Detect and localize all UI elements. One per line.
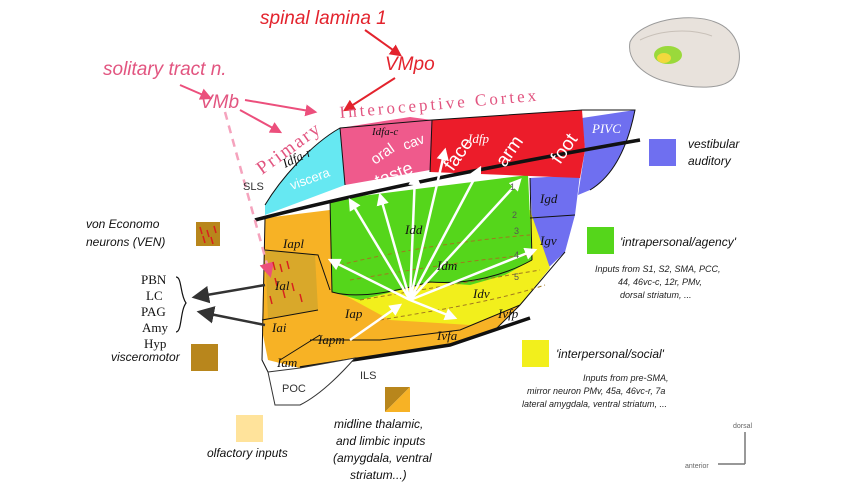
pivc-label: PIVC xyxy=(591,121,621,136)
ven-label: neurons (VEN) xyxy=(86,235,165,249)
midline-label-4: striatum...) xyxy=(350,468,407,482)
idv-label: Idv xyxy=(472,286,490,301)
ivfa-label: Ivfa xyxy=(436,328,458,343)
iapm-label: Iapm xyxy=(317,332,345,347)
intrapersonal-label: 'intrapersonal/agency' xyxy=(620,235,737,249)
interpersonal-swatch xyxy=(522,340,549,367)
idm-label: Idm xyxy=(436,258,457,273)
ial-label: Ial xyxy=(274,278,290,293)
sls-label: SLS xyxy=(243,181,264,193)
igd-label: Igd xyxy=(539,191,558,206)
arrow-vmb-ven xyxy=(223,111,275,278)
idfa-c-label: Idfa-c xyxy=(371,126,398,138)
igd-region xyxy=(530,175,580,218)
pivc-region xyxy=(578,110,635,195)
svg-text:4: 4 xyxy=(514,250,519,260)
midline-label-1: midline thalamic, xyxy=(334,417,423,431)
pbn-label: PBN xyxy=(141,272,167,287)
arrow-spinal-vmpo xyxy=(364,29,402,57)
midline-label-3: (amygdala, ventral xyxy=(333,451,432,465)
lc-label: LC xyxy=(146,288,163,303)
orientation-indicator xyxy=(718,432,746,465)
olfactory-label: olfactory inputs xyxy=(207,446,288,460)
svg-text:3: 3 xyxy=(514,226,519,236)
dorsal-label: dorsal xyxy=(733,423,753,430)
arrow-solitary-vmb xyxy=(179,84,213,100)
visceromotor-swatch xyxy=(191,344,218,371)
vestibular-swatch xyxy=(649,139,676,166)
ven-swatch-icon xyxy=(196,222,220,246)
arrow-vmb-cortex xyxy=(239,109,283,134)
layer-numbers: 1 2 3 4 5 xyxy=(510,182,519,282)
arrow-vmpo-cortex xyxy=(342,77,396,112)
orange-region xyxy=(262,210,520,368)
brain-thumbnail-icon xyxy=(629,17,740,88)
arrow-vmb-primary xyxy=(244,99,318,117)
vmb-label: VMb xyxy=(200,92,239,113)
intra-inputs-2: 44, 46vc-c, 12r, PMv, xyxy=(618,277,702,287)
svg-text:2: 2 xyxy=(512,210,517,220)
vestibular-label-2: auditory xyxy=(688,154,732,168)
spinal-lamina-label: spinal lamina 1 xyxy=(260,8,387,29)
midline-swatch xyxy=(385,387,410,412)
intra-inputs-1: Inputs from S1, S2, SMA, PCC, xyxy=(595,264,721,274)
arrow-output-2 xyxy=(196,306,266,327)
solitary-label: solitary tract n. xyxy=(103,59,227,80)
igv-label: Igv xyxy=(539,233,557,248)
svg-text:5: 5 xyxy=(514,272,519,282)
inter-inputs-2: mirror neuron PMv, 45a, 46vc-r, 7a xyxy=(527,386,665,396)
cav-label: cav xyxy=(401,130,427,152)
svg-text:1: 1 xyxy=(510,182,515,192)
intrapersonal-swatch xyxy=(587,227,614,254)
anterior-label: anterior xyxy=(685,463,709,470)
interpersonal-label: 'interpersonal/social' xyxy=(556,347,665,361)
inter-inputs-1: Inputs from pre-SMA, xyxy=(583,373,669,383)
pag-label: PAG xyxy=(141,304,166,319)
vestibular-label-1: vestibular xyxy=(688,137,740,151)
idfp-label: Idfp xyxy=(467,131,489,146)
iai-label: Iai xyxy=(271,320,287,335)
idfp-region xyxy=(430,110,585,178)
ven-neurons xyxy=(269,260,303,305)
ils-label: ILS xyxy=(360,370,377,382)
idfa-r-region xyxy=(265,128,345,215)
idfa-c-region xyxy=(340,117,432,185)
poc-label: POC xyxy=(282,383,306,395)
von-economo-label: von Economo xyxy=(86,217,160,231)
midline-label-2: and limbic inputs xyxy=(336,434,425,448)
vmpo-label: VMpo xyxy=(385,54,435,75)
hyp-label: Hyp xyxy=(144,336,166,351)
visceromotor-label: visceromotor xyxy=(111,350,181,364)
ivfp-label: Ivfp xyxy=(497,306,519,321)
poc-region xyxy=(267,357,357,406)
olfactory-swatch xyxy=(236,415,263,442)
inter-inputs-3: lateral amygdala, ventral striatum, ... xyxy=(522,399,667,409)
arrow-output-1 xyxy=(191,283,266,304)
integration-arrows xyxy=(327,147,538,342)
iapl-label: Iapl xyxy=(282,236,304,251)
intra-inputs-3: dorsal striatum, ... xyxy=(620,290,692,300)
amy-label: Amy xyxy=(142,320,169,335)
idd-label: Idd xyxy=(404,222,423,237)
outputs-brace xyxy=(175,276,187,333)
iam-label: Iam xyxy=(276,355,297,370)
iap-label: Iap xyxy=(344,306,363,321)
